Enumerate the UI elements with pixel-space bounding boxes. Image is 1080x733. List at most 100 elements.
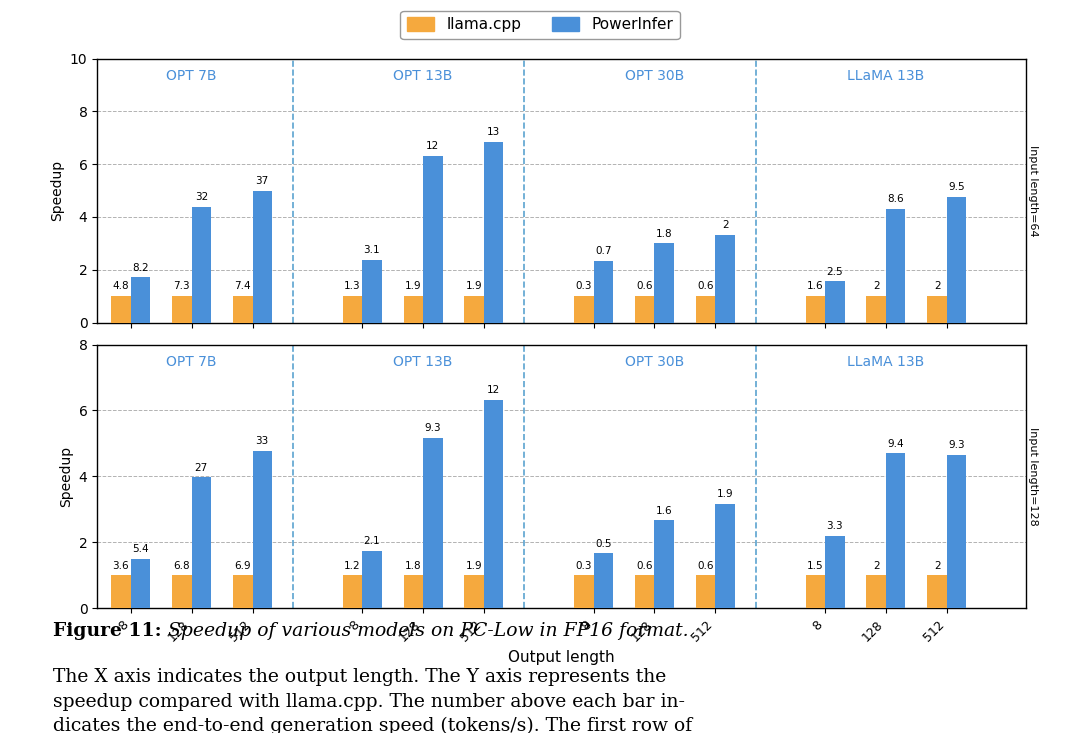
Bar bbox=[404, 296, 423, 323]
Bar bbox=[575, 575, 594, 608]
Text: 27: 27 bbox=[194, 463, 208, 473]
Text: 2: 2 bbox=[873, 281, 879, 292]
Text: 1.9: 1.9 bbox=[465, 281, 483, 292]
Bar bbox=[696, 296, 715, 323]
Text: LLaMA 13B: LLaMA 13B bbox=[848, 69, 924, 83]
Text: 37: 37 bbox=[256, 176, 269, 186]
Bar bbox=[715, 235, 734, 323]
Bar bbox=[342, 575, 362, 608]
Bar bbox=[806, 296, 825, 323]
Text: 7.4: 7.4 bbox=[234, 281, 251, 292]
Text: 0.6: 0.6 bbox=[636, 281, 653, 292]
Text: 3.6: 3.6 bbox=[112, 561, 130, 571]
Text: 33: 33 bbox=[256, 436, 269, 446]
Text: Figure 11:: Figure 11: bbox=[53, 622, 162, 640]
Bar bbox=[233, 296, 253, 323]
Text: 4.8: 4.8 bbox=[112, 281, 130, 292]
Bar bbox=[866, 296, 886, 323]
Bar bbox=[947, 197, 967, 323]
Bar bbox=[253, 191, 272, 323]
Bar bbox=[131, 559, 150, 608]
Bar bbox=[575, 296, 594, 323]
Bar bbox=[928, 296, 947, 323]
Y-axis label: Speedup: Speedup bbox=[51, 160, 65, 221]
Text: 1.9: 1.9 bbox=[405, 281, 421, 292]
Bar bbox=[654, 243, 674, 323]
Bar bbox=[423, 156, 443, 323]
Bar bbox=[886, 453, 905, 608]
Bar bbox=[172, 296, 191, 323]
Bar bbox=[635, 575, 654, 608]
Text: 7.3: 7.3 bbox=[174, 281, 190, 292]
Text: 1.8: 1.8 bbox=[405, 561, 421, 571]
Text: 3.1: 3.1 bbox=[364, 245, 380, 255]
Text: 9.4: 9.4 bbox=[888, 438, 904, 449]
Y-axis label: Speedup: Speedup bbox=[59, 446, 73, 507]
Text: 9.3: 9.3 bbox=[948, 441, 964, 450]
Text: OPT 7B: OPT 7B bbox=[166, 355, 217, 369]
Text: 2: 2 bbox=[721, 220, 728, 230]
X-axis label: Output length: Output length bbox=[509, 649, 615, 665]
Bar bbox=[696, 575, 715, 608]
Bar bbox=[886, 209, 905, 323]
Bar bbox=[362, 550, 381, 608]
Text: 8.6: 8.6 bbox=[888, 194, 904, 205]
Text: LLaMA 13B: LLaMA 13B bbox=[848, 355, 924, 369]
Text: 0.7: 0.7 bbox=[595, 246, 611, 257]
Text: 5.4: 5.4 bbox=[132, 544, 149, 554]
Text: Speedup of various models on PC-Low in FP16 format.: Speedup of various models on PC-Low in F… bbox=[162, 622, 688, 640]
Text: 2: 2 bbox=[934, 561, 941, 571]
Bar bbox=[866, 575, 886, 608]
Text: 1.6: 1.6 bbox=[656, 506, 673, 516]
Bar bbox=[484, 400, 503, 608]
Text: 1.5: 1.5 bbox=[807, 561, 824, 571]
Text: 32: 32 bbox=[194, 192, 208, 202]
Text: 2: 2 bbox=[873, 561, 879, 571]
Bar bbox=[484, 142, 503, 323]
Text: 9.5: 9.5 bbox=[948, 183, 964, 193]
Text: 0.3: 0.3 bbox=[576, 561, 592, 571]
Text: 6.8: 6.8 bbox=[174, 561, 190, 571]
Text: 2.1: 2.1 bbox=[364, 536, 380, 546]
Bar bbox=[404, 575, 423, 608]
Bar bbox=[233, 575, 253, 608]
Text: 3.3: 3.3 bbox=[826, 521, 843, 531]
Text: OPT 13B: OPT 13B bbox=[393, 69, 453, 83]
Bar bbox=[131, 277, 150, 323]
Text: 0.6: 0.6 bbox=[698, 281, 714, 292]
Text: OPT 30B: OPT 30B bbox=[625, 69, 684, 83]
Text: 0.3: 0.3 bbox=[576, 281, 592, 292]
Text: OPT 30B: OPT 30B bbox=[625, 355, 684, 369]
Text: 0.5: 0.5 bbox=[595, 539, 611, 549]
Bar bbox=[362, 259, 381, 323]
Bar bbox=[191, 207, 211, 323]
Bar bbox=[947, 455, 967, 608]
Bar bbox=[635, 296, 654, 323]
Text: 6.9: 6.9 bbox=[234, 561, 251, 571]
Legend: llama.cpp, PowerInfer: llama.cpp, PowerInfer bbox=[401, 11, 679, 39]
Text: 0.6: 0.6 bbox=[636, 561, 653, 571]
Text: 0.6: 0.6 bbox=[698, 561, 714, 571]
Text: Input length=64: Input length=64 bbox=[1028, 144, 1038, 236]
Bar bbox=[191, 477, 211, 608]
Text: 1.6: 1.6 bbox=[807, 281, 824, 292]
Bar bbox=[594, 261, 613, 323]
Text: 2: 2 bbox=[934, 281, 941, 292]
Bar bbox=[825, 281, 845, 323]
Text: The X axis indicates the output length. The Y axis represents the
speedup compar: The X axis indicates the output length. … bbox=[53, 668, 692, 733]
Bar bbox=[423, 438, 443, 608]
Bar bbox=[342, 296, 362, 323]
Text: 1.9: 1.9 bbox=[717, 489, 733, 499]
Text: 1.9: 1.9 bbox=[465, 561, 483, 571]
Bar bbox=[806, 575, 825, 608]
Bar bbox=[172, 575, 191, 608]
Text: 1.3: 1.3 bbox=[345, 281, 361, 292]
Bar bbox=[111, 296, 131, 323]
Text: 1.8: 1.8 bbox=[656, 229, 673, 239]
Text: 12: 12 bbox=[487, 386, 500, 395]
Text: 1.2: 1.2 bbox=[345, 561, 361, 571]
Text: 2.5: 2.5 bbox=[826, 267, 843, 276]
Bar bbox=[928, 575, 947, 608]
Bar bbox=[594, 553, 613, 608]
Bar bbox=[825, 536, 845, 608]
